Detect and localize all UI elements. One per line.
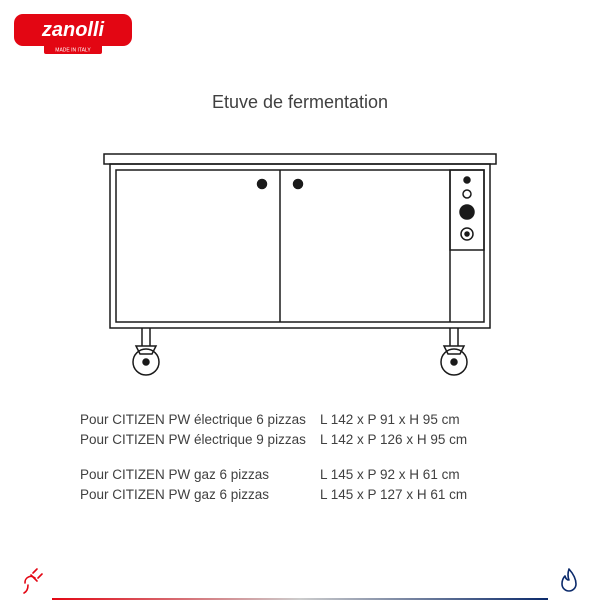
flame-icon [556, 566, 582, 596]
electric-plug-icon [18, 566, 48, 596]
brand-logo: zanolli MADE IN ITALY [14, 14, 132, 56]
spec-label: Pour CITIZEN PW gaz 6 pizzas [80, 465, 320, 485]
spec-dim: L 145 x P 92 x H 61 cm [320, 465, 520, 485]
product-diagram [100, 140, 500, 380]
page-title: Etuve de fermentation [0, 92, 600, 113]
spec-dim: L 145 x P 127 x H 61 cm [320, 485, 520, 505]
spec-dim: L 142 x P 126 x H 95 cm [320, 430, 520, 450]
spec-label: Pour CITIZEN PW gaz 6 pizzas [80, 485, 320, 505]
spec-row: Pour CITIZEN PW électrique 9 pizzas L 14… [80, 430, 520, 450]
spec-row: Pour CITIZEN PW électrique 6 pizzas L 14… [80, 410, 520, 430]
spec-row: Pour CITIZEN PW gaz 6 pizzas L 145 x P 1… [80, 485, 520, 505]
spec-row: Pour CITIZEN PW gaz 6 pizzas L 145 x P 9… [80, 465, 520, 485]
footer [0, 562, 600, 600]
spec-label: Pour CITIZEN PW électrique 9 pizzas [80, 430, 320, 450]
specs-block: Pour CITIZEN PW électrique 6 pizzas L 14… [80, 410, 520, 505]
spec-dim: L 142 x P 91 x H 95 cm [320, 410, 520, 430]
brand-subline: MADE IN ITALY [55, 48, 91, 54]
brand-name: zanolli [41, 19, 105, 41]
spec-label: Pour CITIZEN PW électrique 6 pizzas [80, 410, 320, 430]
